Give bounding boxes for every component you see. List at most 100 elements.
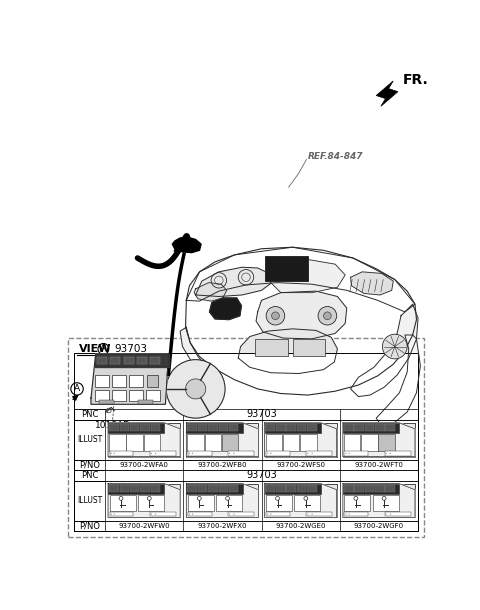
- Bar: [287, 485, 296, 492]
- Bar: [129, 375, 143, 387]
- Bar: [95, 390, 109, 401]
- Bar: [287, 425, 296, 431]
- Bar: [74, 460, 105, 470]
- Circle shape: [307, 514, 309, 515]
- Bar: [306, 451, 332, 456]
- Bar: [354, 425, 364, 431]
- Bar: [188, 512, 212, 516]
- Bar: [112, 375, 126, 387]
- Bar: [110, 357, 120, 364]
- Bar: [372, 495, 399, 511]
- Bar: [343, 484, 399, 493]
- Bar: [74, 420, 105, 460]
- Bar: [188, 434, 204, 451]
- Bar: [151, 485, 160, 492]
- Bar: [150, 357, 160, 364]
- Bar: [109, 425, 119, 431]
- Bar: [74, 409, 418, 420]
- Text: 93700-2WFB0: 93700-2WFB0: [198, 462, 247, 468]
- Text: ■: ■: [228, 440, 232, 445]
- Text: 93703: 93703: [246, 409, 277, 419]
- Circle shape: [383, 334, 407, 359]
- Bar: [385, 425, 395, 431]
- Bar: [276, 425, 286, 431]
- Circle shape: [312, 514, 313, 515]
- Bar: [188, 485, 197, 492]
- Bar: [344, 425, 354, 431]
- Bar: [343, 423, 415, 457]
- Polygon shape: [186, 423, 258, 457]
- Circle shape: [318, 306, 336, 325]
- Circle shape: [151, 514, 152, 515]
- Text: 1018AD: 1018AD: [95, 422, 131, 431]
- Bar: [343, 484, 415, 517]
- Bar: [345, 451, 368, 456]
- Circle shape: [312, 453, 313, 454]
- Polygon shape: [256, 291, 347, 339]
- Polygon shape: [350, 304, 418, 396]
- Circle shape: [110, 453, 112, 454]
- Polygon shape: [343, 423, 415, 457]
- Polygon shape: [238, 329, 337, 373]
- Polygon shape: [186, 484, 258, 517]
- Bar: [144, 434, 160, 451]
- Bar: [365, 425, 374, 431]
- Bar: [140, 425, 150, 431]
- Text: 93700-2WFT0: 93700-2WFT0: [354, 462, 403, 468]
- Text: FR.: FR.: [403, 73, 428, 87]
- Bar: [307, 425, 317, 431]
- Bar: [109, 512, 133, 516]
- Bar: [74, 420, 418, 460]
- Text: 93703: 93703: [115, 344, 148, 354]
- Bar: [208, 425, 218, 431]
- Bar: [140, 485, 150, 492]
- Bar: [151, 425, 160, 431]
- Circle shape: [186, 379, 206, 399]
- Bar: [378, 434, 395, 451]
- Polygon shape: [196, 267, 271, 296]
- Circle shape: [348, 453, 350, 454]
- Bar: [264, 423, 321, 433]
- Circle shape: [110, 514, 112, 515]
- Bar: [216, 495, 242, 511]
- Bar: [204, 434, 221, 451]
- Polygon shape: [376, 81, 398, 106]
- Bar: [130, 425, 140, 431]
- Bar: [74, 481, 105, 520]
- Bar: [95, 375, 109, 387]
- Text: REF.84-847: REF.84-847: [308, 152, 363, 161]
- Bar: [108, 484, 164, 493]
- Circle shape: [114, 453, 115, 454]
- Circle shape: [272, 312, 279, 320]
- Circle shape: [189, 514, 190, 515]
- Bar: [188, 495, 214, 511]
- Bar: [266, 451, 290, 456]
- Text: 93700-2WGE0: 93700-2WGE0: [276, 523, 326, 529]
- Bar: [345, 495, 371, 511]
- Bar: [365, 485, 374, 492]
- Bar: [130, 485, 140, 492]
- Polygon shape: [268, 259, 345, 293]
- Bar: [229, 485, 239, 492]
- Bar: [264, 423, 336, 457]
- Bar: [74, 409, 105, 420]
- Bar: [266, 485, 276, 492]
- Bar: [198, 425, 207, 431]
- Bar: [109, 451, 133, 456]
- Bar: [186, 423, 258, 457]
- Text: PNC: PNC: [81, 410, 98, 419]
- Bar: [188, 425, 197, 431]
- Bar: [109, 485, 119, 492]
- Circle shape: [114, 514, 115, 515]
- Bar: [343, 423, 399, 433]
- Bar: [218, 425, 228, 431]
- Bar: [283, 434, 300, 451]
- Text: A: A: [74, 384, 80, 393]
- Bar: [385, 485, 395, 492]
- Bar: [108, 484, 180, 517]
- Polygon shape: [376, 335, 420, 426]
- Text: 93700-2WFA0: 93700-2WFA0: [120, 462, 168, 468]
- Bar: [147, 375, 157, 387]
- Bar: [150, 512, 176, 516]
- Circle shape: [390, 453, 391, 454]
